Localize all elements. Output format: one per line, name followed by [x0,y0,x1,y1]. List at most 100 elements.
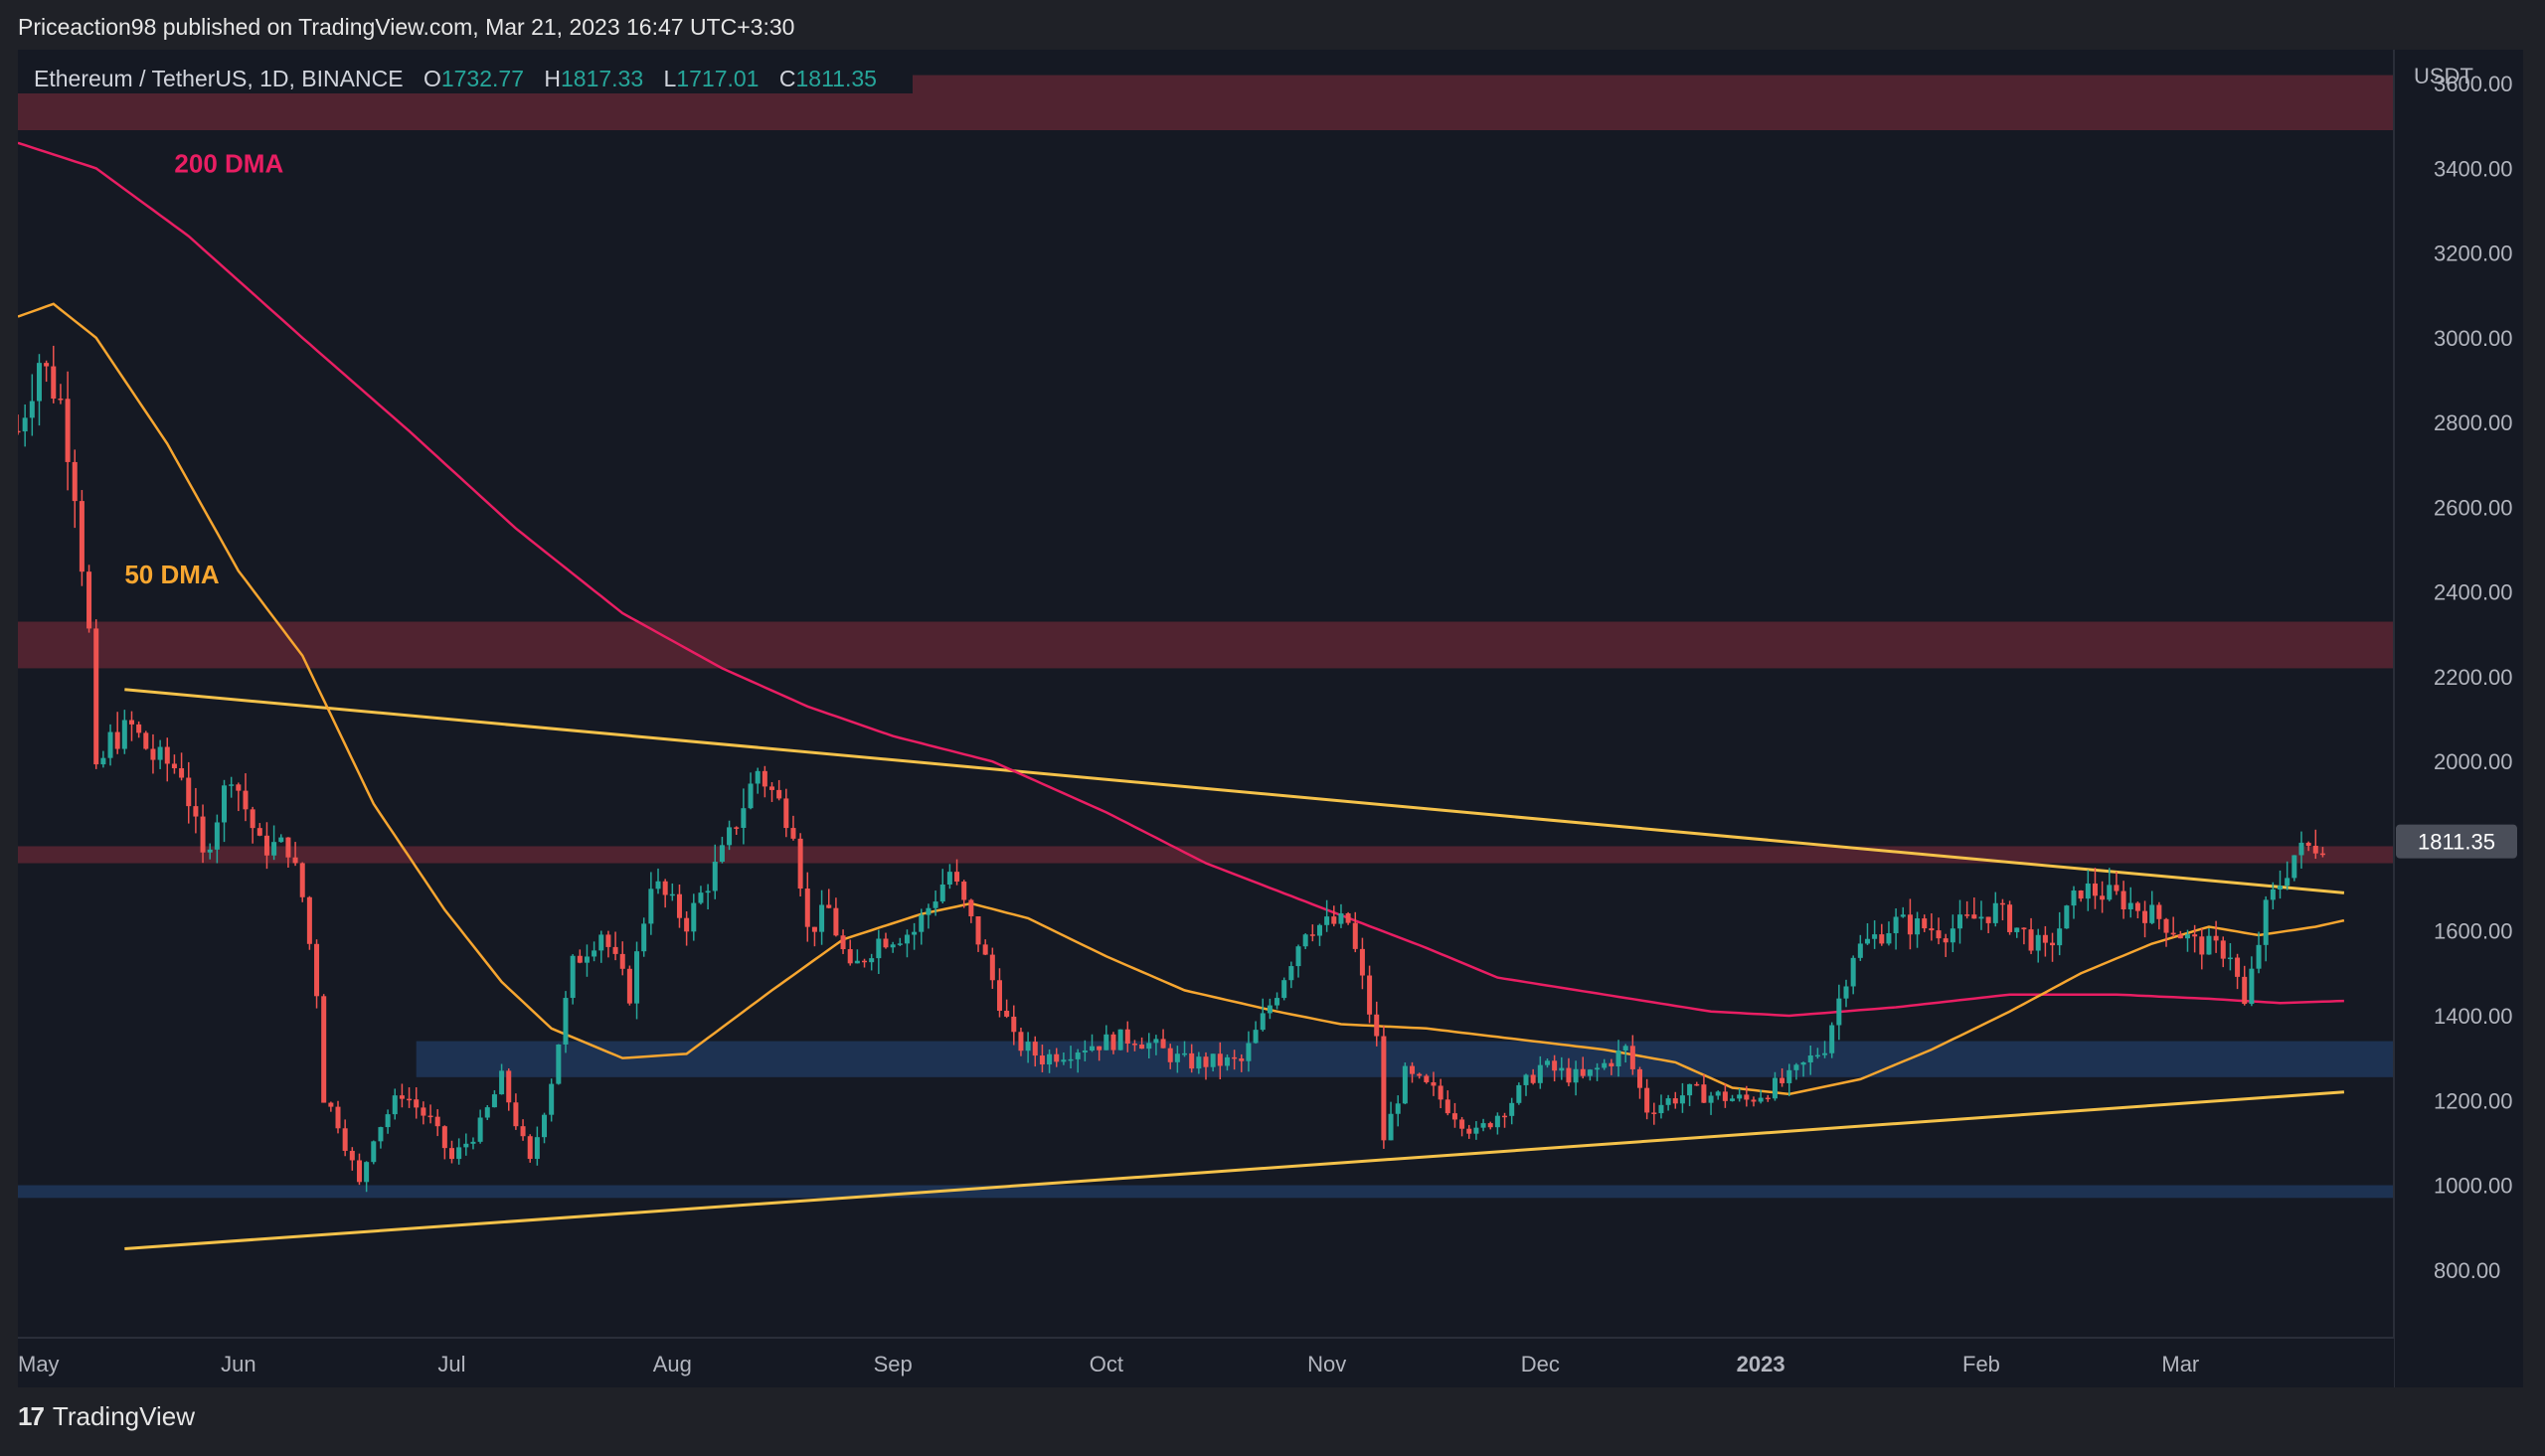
candle-body [897,943,903,945]
candle [1309,924,1315,942]
candle-body [1552,1060,1558,1071]
candle [797,833,803,896]
candle [641,917,647,957]
candle-body [2263,899,2269,945]
candle [1573,1060,1579,1096]
candle-body [634,951,640,1004]
candle-body [1025,1042,1031,1052]
candle [662,879,668,908]
candle-body [1985,916,1991,923]
candle-body [2278,886,2284,890]
candle [1494,1112,1500,1135]
candle [2170,916,2176,937]
candle-body [748,783,754,809]
candle [1992,891,1998,927]
candle-body [1438,1085,1443,1100]
time-axis-bg[interactable] [18,1338,2394,1387]
candle [2319,847,2325,858]
candle-body [968,899,974,916]
candle-body [263,835,269,856]
candle [1018,1027,1024,1056]
candle-body [1836,998,1842,1026]
open-label: O [424,66,441,91]
candle-body [1672,1098,1678,1104]
candle-body [1644,1087,1650,1113]
candle-body [321,996,327,1103]
candle-body [1473,1127,1479,1134]
footer-brand[interactable]: 17 TradingView [18,1401,195,1432]
candle [1253,1021,1259,1045]
price-axis-bg[interactable] [2394,50,2523,1387]
candle-body [2285,878,2290,887]
candle-body [1665,1098,1671,1105]
candle-body [1737,1094,1743,1099]
candle-body [1288,966,1294,981]
candle-body [954,872,960,883]
close-label: C [779,66,796,91]
candle-body [2199,936,2205,955]
candle [2085,870,2091,911]
candle-body [989,954,995,981]
price-chart[interactable]: 200 DMA 50 DMA 3600.00 3400.00 3200.00 3000.… [15,50,2523,1387]
candle-body [712,862,718,891]
candle-body [100,757,106,765]
candle-body [1822,1052,1828,1055]
candle [157,739,163,769]
candle [414,1087,420,1119]
candle [1737,1088,1743,1102]
candle [434,1109,440,1137]
candle [1395,1095,1401,1127]
candle-body [1857,943,1863,958]
candle [1054,1048,1060,1067]
candle-body [684,917,690,932]
candle-body [1253,1030,1259,1044]
candle-body [1814,1054,1820,1057]
candle [1224,1054,1230,1071]
candle [171,754,177,774]
candle [1836,984,1842,1041]
candle [1295,944,1301,978]
candle-body [698,892,704,903]
candle [1388,1101,1394,1141]
candle-body [1160,1039,1166,1049]
candle-body [306,896,312,944]
candle [705,884,711,910]
candle [698,886,704,905]
candle-body [2170,932,2176,935]
candle [1316,923,1322,946]
candle-body [1537,1064,1543,1083]
candle-body [2078,890,2084,899]
price-tick-label: 3400.00 [2434,156,2513,181]
candle [2092,868,2098,909]
candle-body [179,768,185,778]
candle [869,953,875,971]
candle-body [128,720,134,725]
candle-body [1402,1065,1408,1104]
candle [1281,977,1287,1001]
candle-body [1701,1084,1707,1103]
candle [1886,921,1892,946]
candle-body [2142,910,2148,923]
candle-body [1587,1069,1593,1076]
candle [626,965,632,1006]
candle [86,565,92,633]
candle-body [1061,1059,1067,1062]
price-tick-label: 3000.00 [2434,326,2513,351]
time-tick-label: Oct [1090,1352,1123,1376]
candle [854,949,860,964]
time-tick-label: May [18,1352,60,1376]
candle [1636,1066,1643,1099]
candle-body [2028,929,2034,951]
candle [22,404,28,447]
candle [954,859,960,886]
candle-body [2114,885,2120,891]
time-tick-label: Aug [653,1352,692,1376]
candle-body [285,837,291,858]
candle-body [869,958,875,963]
candle [1602,1058,1608,1070]
candle-body [1780,1077,1785,1083]
candle [292,842,298,867]
candle [79,490,85,586]
candle [1672,1091,1678,1109]
candle [1153,1035,1159,1055]
